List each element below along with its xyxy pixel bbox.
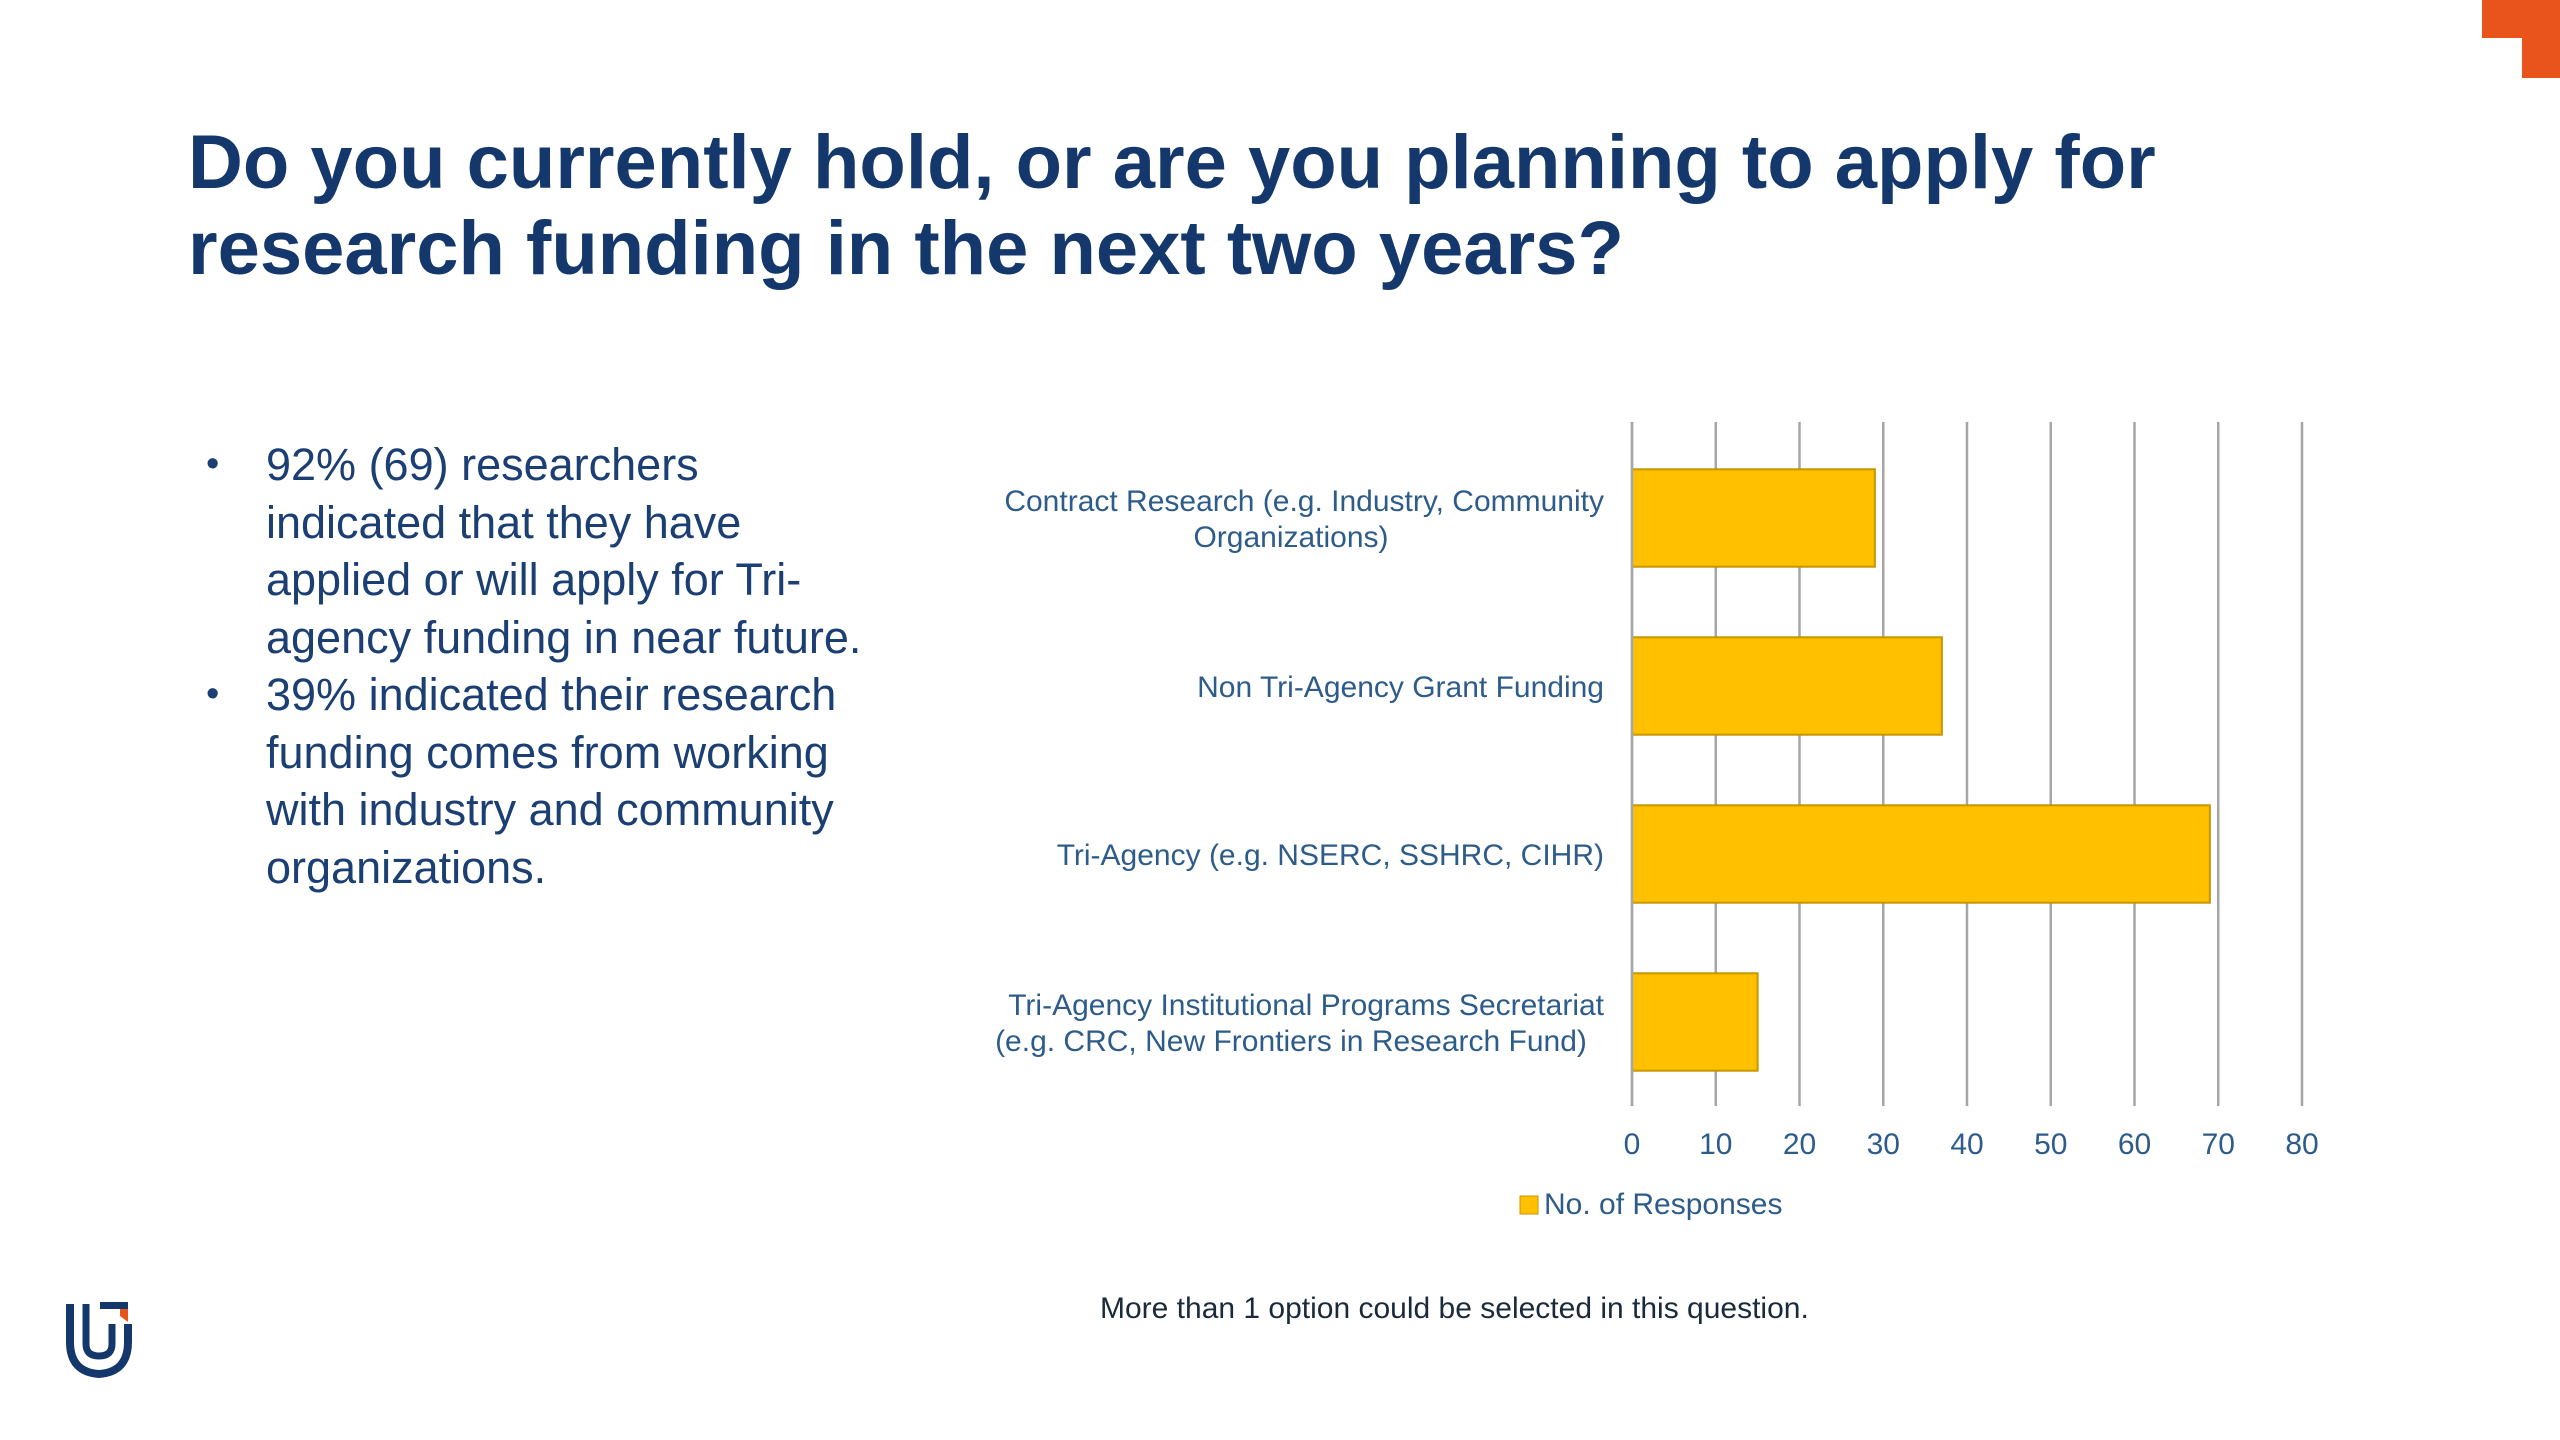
corner-decoration-icon	[2482, 0, 2560, 78]
title-line-1: Do you currently hold, or are you planni…	[188, 120, 2156, 205]
bar	[1631, 468, 1876, 568]
x-tick-label: 20	[1783, 1128, 1816, 1161]
bullet-line: applied or will apply for Tri-	[266, 554, 802, 605]
bar	[1631, 972, 1759, 1072]
category-label: Tri-Agency (e.g. NSERC, SSHRC, CIHR)	[1057, 839, 1604, 872]
category-label: Organizations)	[1193, 521, 1388, 554]
category-label: Tri-Agency Institutional Programs Secret…	[1008, 989, 1604, 1022]
bar	[1631, 804, 2211, 904]
bullet-line: organizations.	[266, 841, 547, 893]
x-tick-label: 0	[1624, 1128, 1641, 1161]
x-tick-label: 50	[2034, 1128, 2067, 1161]
bullet-line: with industry and community	[266, 784, 834, 835]
bullet-line: 39% indicated their research	[266, 669, 837, 720]
bullet-line: 92% (69) researchers	[266, 439, 699, 490]
x-tick-label: 80	[2285, 1128, 2318, 1161]
category-label: Non Tri-Agency Grant Funding	[1197, 671, 1604, 704]
x-tick-label: 40	[1950, 1128, 1983, 1161]
legend-label: No. of Responses	[1544, 1188, 1782, 1221]
bullet-item: 92% (69) researchers indicated that they…	[206, 436, 926, 666]
bullet-item: 39% indicated their research funding com…	[206, 666, 926, 896]
summary-bullets: 92% (69) researchers indicated that they…	[206, 436, 926, 896]
bullet-line: agency funding in near future.	[266, 611, 862, 663]
bullet-line: indicated that they have	[266, 496, 742, 548]
x-tick-label: 70	[2202, 1128, 2235, 1161]
x-tick-label: 60	[2118, 1128, 2151, 1161]
title-line-2: research funding in the next two years?	[188, 206, 1624, 291]
bar	[1631, 636, 1943, 736]
footnote: More than 1 option could be selected in …	[1100, 1292, 1809, 1325]
responses-bar-chart: 0 10 20 30 40 50 60 70 80 Contract Research (e.g.…	[995, 422, 2319, 1221]
x-tick-label: 30	[1867, 1128, 1900, 1161]
bullet-line: funding comes from working	[266, 726, 829, 778]
category-label: (e.g. CRC, New Frontiers in Research Fun…	[995, 1025, 1587, 1058]
institution-logo-icon	[66, 1302, 132, 1378]
category-label: Contract Research (e.g. Industry, Commun…	[1004, 485, 1604, 518]
legend-swatch	[1519, 1195, 1539, 1215]
x-tick-label: 10	[1699, 1128, 1732, 1161]
slide-title: Do you currently hold, or are you planni…	[188, 120, 2368, 292]
